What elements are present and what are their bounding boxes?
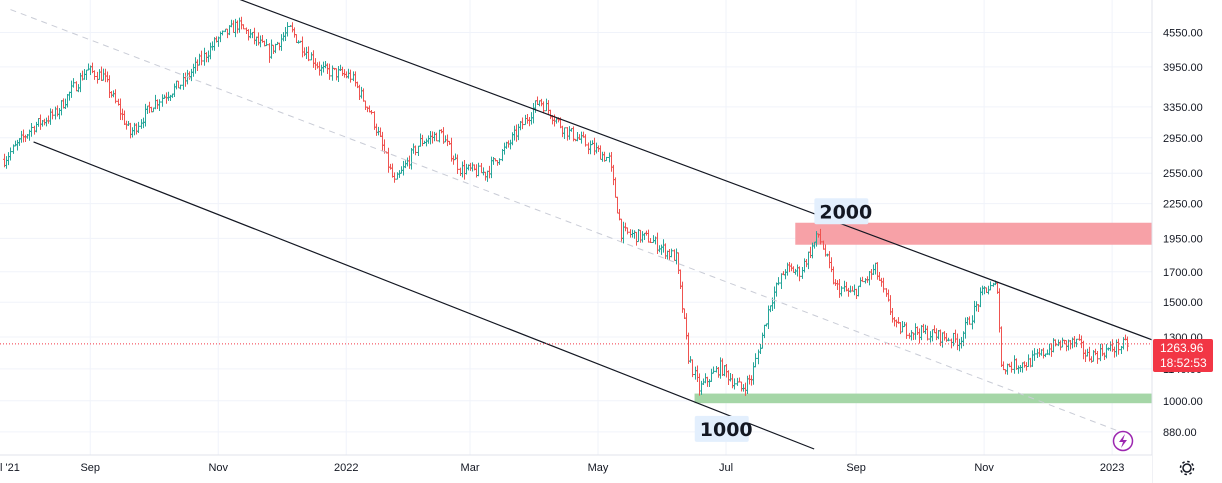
y-tick-label: 1500.00	[1163, 297, 1203, 309]
x-axis-ticks: l '21 Sep Nov 2022 Mar May Jul Sep Nov 2023	[0, 462, 1124, 474]
last-price-badge: 1263.96 18:52:53	[1153, 339, 1213, 372]
upper-channel-line	[239, 0, 1153, 341]
y-tick-label: 2950.00	[1163, 133, 1203, 145]
y-tick-label: 2250.00	[1163, 199, 1203, 211]
y-tick-label: 2550.00	[1163, 168, 1203, 180]
candles	[3, 16, 1129, 396]
annotation-bg	[694, 415, 749, 442]
x-tick-label: l '21	[0, 462, 20, 474]
support-zone	[694, 393, 1152, 404]
x-tick-label: 2023	[1100, 462, 1124, 474]
price-axis[interactable]	[1152, 0, 1222, 483]
annotation-label: 1000	[700, 419, 753, 441]
y-tick-label: 4550.00	[1163, 27, 1203, 39]
x-tick-label: Jul	[719, 462, 733, 474]
y-tick-label: 3350.00	[1163, 102, 1203, 114]
time-axis[interactable]	[0, 455, 1152, 483]
y-tick-label: 1000.00	[1163, 396, 1203, 408]
y-tick-label: 880.00	[1163, 427, 1197, 439]
settings-gear-icon[interactable]	[1179, 460, 1195, 476]
last-price-value: 1263.96	[1160, 341, 1204, 355]
x-tick-label: Sep	[80, 462, 100, 474]
x-tick-label: Nov	[974, 462, 994, 474]
annotation-bg	[814, 198, 869, 225]
x-tick-label: May	[588, 462, 609, 474]
annotation-label: 2000	[819, 201, 872, 223]
resistance-zone	[795, 222, 1152, 245]
x-tick-label: 2022	[334, 462, 358, 474]
x-tick-label: Nov	[208, 462, 228, 474]
lightning-icon[interactable]	[1112, 430, 1134, 452]
x-tick-label: Sep	[846, 462, 866, 474]
last-price-badge-bg	[1153, 339, 1213, 372]
x-tick-label: Mar	[461, 462, 480, 474]
y-tick-label: 1950.00	[1163, 233, 1203, 245]
lower-channel-line	[33, 141, 815, 450]
y-tick-label: 1700.00	[1163, 267, 1203, 279]
annotations: 2000 1000	[694, 198, 872, 442]
last-price-countdown: 18:52:53	[1160, 356, 1207, 370]
y-tick-label: 3950.00	[1163, 62, 1203, 74]
zones	[694, 222, 1152, 404]
trend-lines	[10, 0, 1153, 450]
